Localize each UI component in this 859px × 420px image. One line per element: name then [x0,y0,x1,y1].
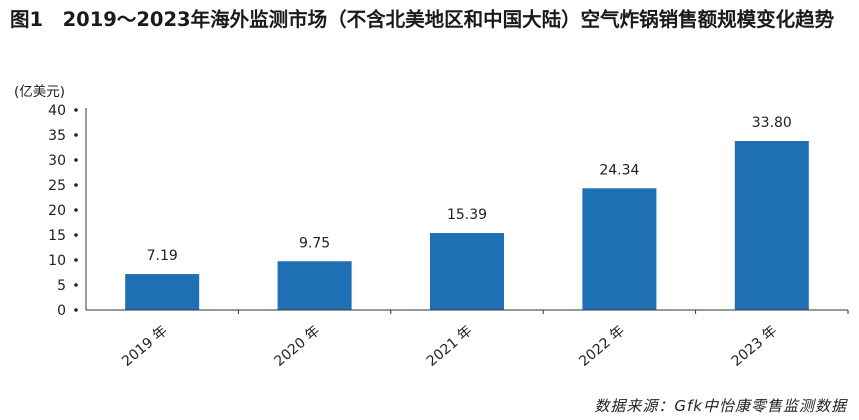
y-tick-label: 30 [48,153,66,169]
bars: 7.19 9.75 15.39 24.34 33.80 [125,115,809,310]
y-tick-mark [74,158,78,162]
y-tick-mark [74,183,78,187]
y-tick-label: 5 [57,278,66,294]
bar-value-label: 9.75 [299,235,330,251]
y-tick-label: 20 [48,203,66,219]
y-tick-mark [74,208,78,212]
y-tick-label: 40 [48,103,66,119]
x-category-label: 2019 年 [119,323,171,370]
x-category-label: 2023 年 [729,323,781,370]
bar-2 [277,261,352,310]
y-tick-mark [74,108,78,112]
y-tick-label: 25 [48,178,66,194]
bar-1 [125,274,200,310]
data-source-note: 数据来源：Gfk中怡康零售监测数据 [594,397,847,415]
bar-value-label: 7.19 [147,248,178,264]
bar-value-label: 33.80 [752,115,792,131]
bar-4 [582,188,657,310]
y-tick-label: 35 [48,128,66,144]
y-tick-mark [74,133,78,137]
x-category-label: 2021 年 [424,323,476,370]
bar-3 [430,233,504,310]
bar-5 [734,141,809,310]
bar-value-label: 15.39 [447,207,487,223]
y-tick-mark [74,308,78,312]
y-tick-mark [74,283,78,287]
y-tick-label: 15 [48,228,66,244]
x-axis: 2019 年 2020 年 2021 年 2022 年 2023 年 [86,309,849,370]
y-axis-unit-label: (亿美元) [14,84,66,100]
y-tick-label: 10 [48,253,66,269]
y-tick-label: 0 [57,303,66,319]
y-tick-mark [74,233,78,237]
x-category-label: 2020 年 [271,323,323,370]
x-category-label: 2022 年 [576,323,628,370]
chart-title: 图1 2019～2023年海外监测市场（不含北美地区和中国大陆）空气炸锅销售额规… [10,8,835,31]
bar-value-label: 24.34 [599,162,639,178]
y-axis: 0 5 10 15 20 25 30 35 40 [48,103,87,319]
y-tick-mark [74,258,78,262]
